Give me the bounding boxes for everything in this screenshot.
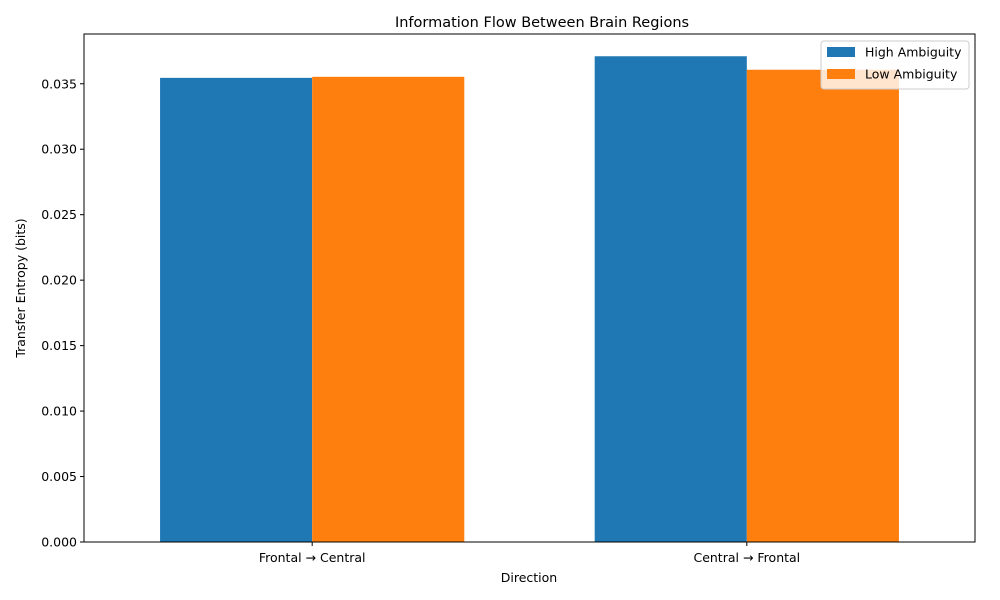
legend-label: High Ambiguity [865,45,962,60]
y-tick-label: 0.020 [41,273,77,288]
plot-frame [83,33,976,543]
bars [160,56,899,543]
y-tick-label: 0.000 [41,535,77,550]
x-tick-label: Central → Frontal [693,550,800,565]
legend-swatch [827,47,855,57]
y-tick-label: 0.025 [41,207,77,222]
y-tick-label: 0.005 [41,469,77,484]
y-tick-label: 0.035 [41,76,77,91]
x-axis-label: Direction [501,570,557,585]
bar-low-1 [746,69,899,543]
y-tick-label: 0.010 [41,404,77,419]
y-tick-label: 0.015 [41,338,77,353]
bar-high-1 [594,56,747,543]
bar-low-0 [312,76,465,542]
legend-label: Low Ambiguity [865,67,958,82]
legend: High Ambiguity Low Ambiguity [820,40,970,90]
x-axis: Frontal → Central Central → Frontal [259,542,800,565]
y-tick-label: 0.030 [41,142,77,157]
bar-high-0 [160,77,313,542]
legend-swatch [827,69,855,79]
chart-title: Information Flow Between Brain Regions [395,15,689,31]
x-tick-label: Frontal → Central [259,550,366,565]
y-axis: 0.000 0.005 0.010 0.015 0.020 0.025 0.030 0.035 [41,76,84,550]
legend-box [820,40,970,90]
y-axis-label: Transfer Entropy (bits) [13,218,28,358]
